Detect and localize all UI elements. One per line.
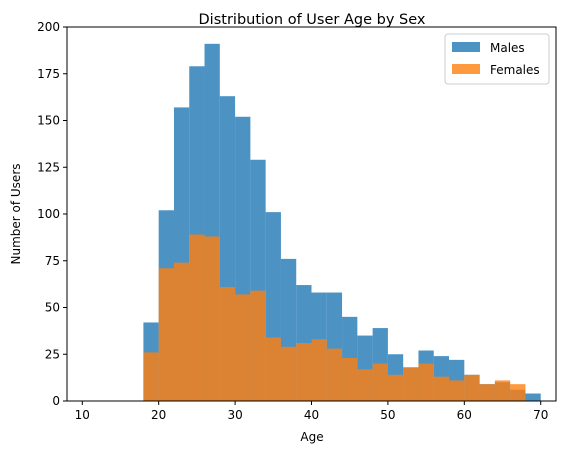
y-axis-label: Number of Users — [9, 163, 23, 264]
y-tick-label: 100 — [37, 207, 60, 221]
y-tick-label: 200 — [37, 20, 60, 34]
bar-females-28 — [219, 286, 236, 401]
bar-females-44 — [342, 357, 358, 401]
bar-females-26 — [204, 236, 220, 401]
series-females — [143, 234, 526, 401]
bar-females-60 — [464, 374, 480, 401]
x-tick-label: 70 — [533, 408, 548, 422]
bar-females-32 — [250, 290, 266, 401]
legend-swatch-males — [452, 42, 480, 52]
y-tick-label: 75 — [45, 254, 60, 268]
legend-swatch-females — [452, 64, 480, 74]
x-tick-label: 30 — [227, 408, 242, 422]
x-tick-label: 50 — [380, 408, 395, 422]
bar-females-34 — [265, 337, 281, 401]
y-tick-label: 50 — [45, 301, 60, 315]
bar-females-56 — [433, 376, 450, 401]
bar-females-58 — [449, 380, 465, 401]
bar-females-46 — [357, 369, 373, 401]
bar-females-48 — [372, 363, 388, 401]
y-axis: 0 25 50 75 100 125 150 175 200 — [37, 20, 67, 408]
bar-females-40 — [311, 339, 327, 401]
x-axis-label: Age — [300, 430, 323, 444]
bar-males-68 — [525, 393, 541, 401]
x-axis: 10 20 30 40 50 60 70 — [75, 401, 548, 422]
x-tick-label: 10 — [75, 408, 90, 422]
bar-females-24 — [189, 234, 205, 401]
y-tick-label: 25 — [45, 347, 60, 361]
y-tick-label: 150 — [37, 114, 60, 128]
y-tick-label: 125 — [37, 160, 60, 174]
y-tick-label: 175 — [37, 67, 60, 81]
bar-females-54 — [418, 363, 434, 401]
bar-females-38 — [296, 343, 312, 401]
bar-females-50 — [387, 374, 404, 401]
legend-label-females: Females — [490, 63, 540, 77]
legend: Males Females — [444, 33, 550, 85]
bar-females-52 — [403, 367, 419, 401]
bar-females-22 — [173, 262, 190, 401]
x-tick-label: 20 — [151, 408, 166, 422]
bars-layer — [143, 43, 541, 402]
bar-females-66 — [510, 384, 526, 401]
bar-females-20 — [158, 268, 174, 401]
bar-females-18 — [143, 352, 159, 401]
chart-title: Distribution of User Age by Sex — [199, 12, 426, 28]
bar-females-64 — [494, 380, 511, 401]
bar-females-30 — [235, 294, 251, 401]
legend-label-males: Males — [490, 41, 525, 55]
bar-females-36 — [280, 346, 297, 401]
x-tick-label: 60 — [457, 408, 472, 422]
bar-females-62 — [479, 384, 495, 401]
x-tick-label: 40 — [304, 408, 319, 422]
bar-females-42 — [326, 348, 343, 401]
y-tick-label: 0 — [52, 394, 60, 408]
